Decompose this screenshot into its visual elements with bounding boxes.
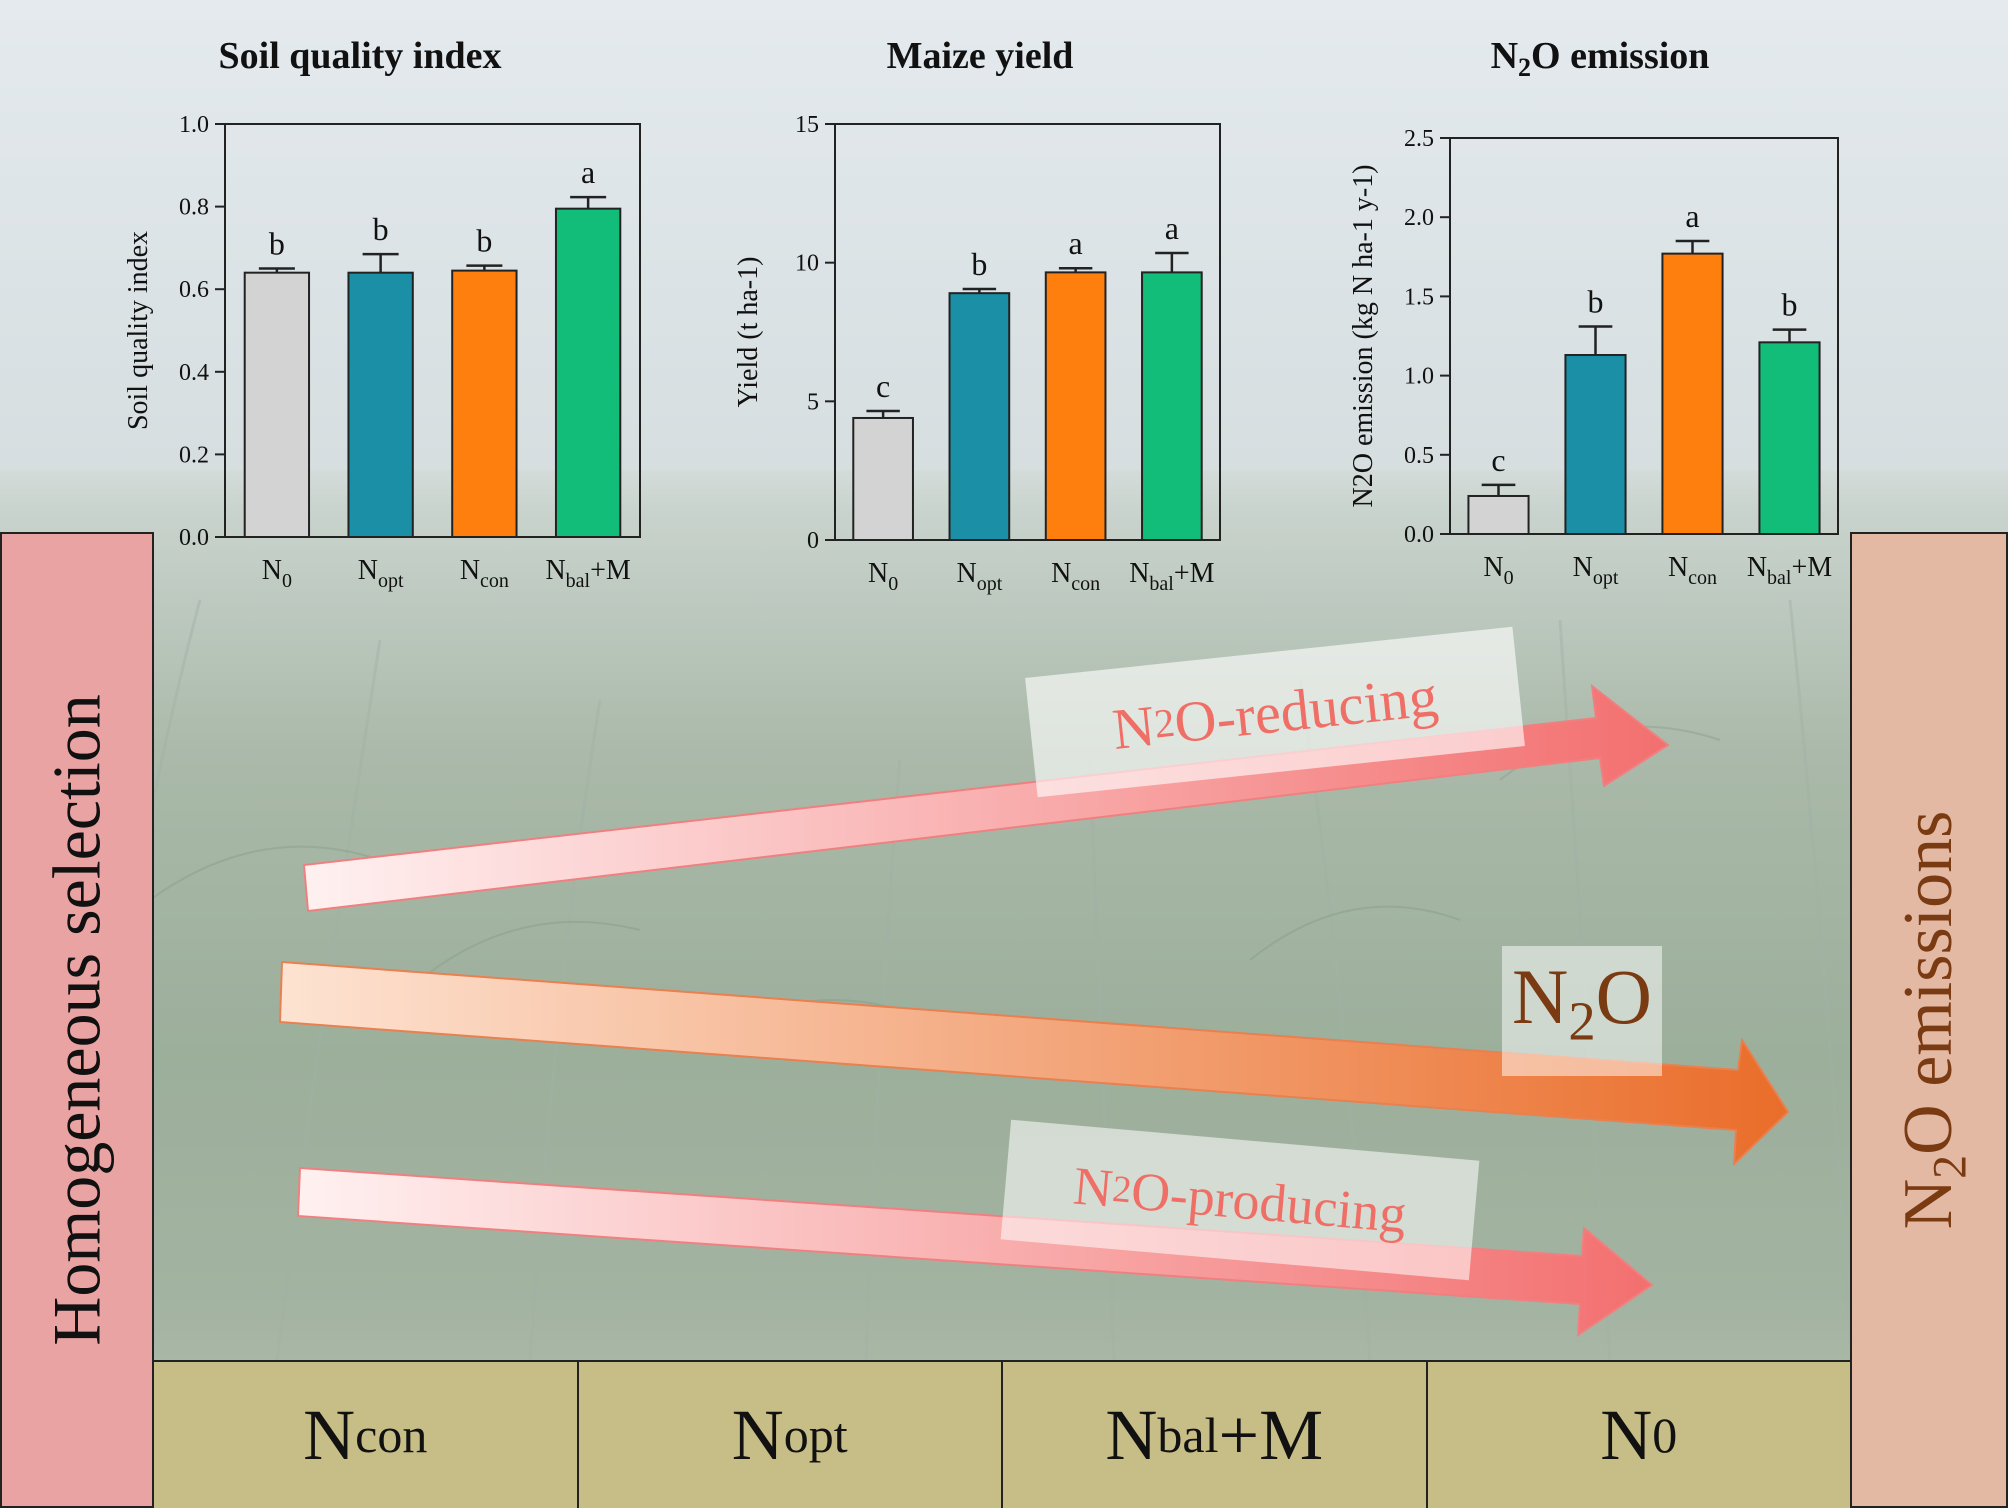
x-tick-label: Nbal+M: [1747, 552, 1832, 589]
significance-letter: b: [1782, 287, 1798, 323]
y-tick-label: 0.0: [1404, 522, 1434, 548]
significance-letter: a: [1165, 210, 1179, 246]
bar: [1044, 271, 1107, 541]
y-axis-label: N2O emission (kg N ha-1 y-1): [1348, 165, 1379, 508]
y-tick-label: 0.4: [179, 360, 209, 386]
y-tick-label: 2.5: [1404, 126, 1434, 152]
x-tick-label: Nopt: [956, 558, 1002, 595]
chart-title: N2O emission: [1490, 35, 1710, 82]
x-tick-label: Ncon: [1668, 552, 1717, 589]
plot-frame: [834, 123, 1221, 541]
y-axis-label: Soil quality index: [123, 231, 154, 430]
x-tick-label: N0: [1483, 552, 1513, 589]
n2o-emission-plot: 0.0 0.5 1.0 1.5 2.0 2.5 N2O emission (kg N ha-…: [1348, 126, 1839, 589]
bar: [1758, 341, 1821, 535]
bar: [554, 207, 622, 538]
y-tick-label: 0.6: [179, 277, 209, 303]
bar: [1141, 271, 1203, 541]
chart-title: Maize yield: [886, 35, 1074, 77]
x-tick-label: N0: [262, 555, 292, 592]
soil-quality-plot: 0.0 0.2 0.4 0.6 0.8 1.0 Soil quality index b N0 b…: [123, 112, 641, 592]
soil-quality-chart: Soil quality index 0.0 0.2 0.4 0.6 0.8 1.0 Soi…: [60, 0, 660, 620]
y-tick-label: 1.0: [1404, 364, 1434, 390]
x-tick-label: Ncon: [460, 555, 509, 592]
y-axis-label: Yield (t ha-1): [733, 257, 764, 408]
n2o-producing-arrow: [296, 1166, 1654, 1337]
significance-letter: b: [269, 226, 285, 262]
left-side-panel: Homogeneous selection: [0, 532, 154, 1508]
significance-letter: a: [581, 154, 595, 190]
y-tick-label: 0: [807, 528, 819, 554]
y-tick-label: 0.2: [179, 442, 209, 468]
x-tick-label: Nbal+M: [1129, 558, 1214, 595]
bar: [1467, 494, 1530, 536]
y-tick-label: 1.0: [179, 112, 209, 138]
bar: [1564, 354, 1627, 535]
plot-frame: [1449, 137, 1839, 535]
x-tick-label: Nbal+M: [545, 555, 630, 592]
x-tick-label: Nopt: [1573, 552, 1619, 589]
significance-letter: b: [1588, 283, 1604, 319]
significance-letter: b: [476, 223, 492, 259]
bar: [451, 269, 518, 538]
maize-yield-plot: 0 5 10 15 Yield (t ha-1) c N0 b Nopt a Ncon a Nbal+M: [733, 112, 1221, 595]
x-tick-label: Nopt: [358, 555, 404, 592]
y-tick-label: 5: [807, 389, 819, 415]
significance-letter: b: [373, 211, 389, 247]
significance-letter: c: [1491, 442, 1505, 478]
y-tick-label: 0.0: [179, 525, 209, 551]
x-tick-label: N0: [868, 558, 898, 595]
significance-letter: a: [1685, 198, 1699, 234]
significance-letter: b: [971, 246, 987, 282]
n2o-emission-arrow: [278, 960, 1790, 1167]
n2o-label: N2O: [1502, 946, 1662, 1076]
y-tick-label: 2.0: [1404, 205, 1434, 231]
right-side-panel: N2O emissions: [1850, 532, 2008, 1508]
x-tick-label: Ncon: [1051, 558, 1100, 595]
bar: [347, 271, 414, 538]
bar: [1661, 252, 1724, 536]
significance-letter: c: [876, 368, 890, 404]
y-tick-label: 10: [795, 251, 819, 277]
bar: [948, 292, 1011, 541]
chart-title: Soil quality index: [218, 35, 502, 77]
bar: [243, 271, 311, 538]
y-tick-label: 0.5: [1404, 443, 1434, 469]
n2o-reducing-arrow: [302, 683, 1670, 913]
bar: [852, 416, 914, 541]
y-tick-label: 1.5: [1404, 284, 1434, 310]
n2o-emission-chart: N2O emission 0.0 0.5 1.0 1.5 2.0 2.5 N2O emiss…: [1300, 0, 1900, 620]
y-tick-label: 15: [795, 112, 819, 138]
y-tick-label: 0.8: [179, 195, 209, 221]
maize-yield-chart: Maize yield 0 5 10 15 Yield (t ha-1) c N0 b Nopt…: [680, 0, 1280, 620]
significance-letter: a: [1069, 225, 1083, 261]
plot-frame: [224, 123, 641, 538]
